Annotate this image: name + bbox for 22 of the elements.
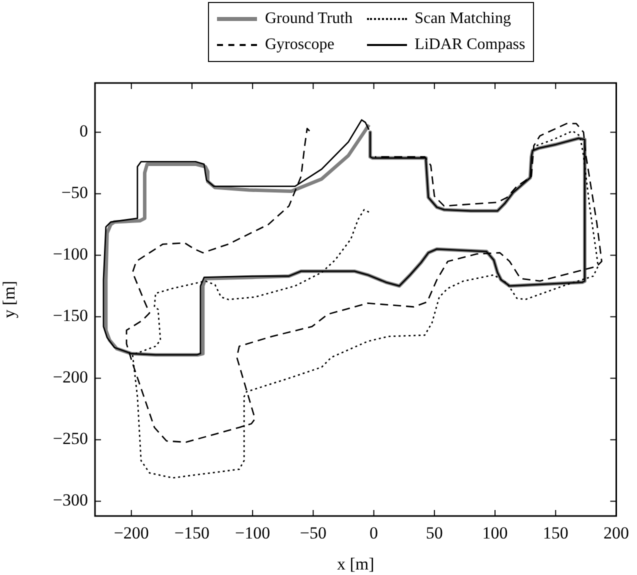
x-tick-label: −200	[114, 524, 149, 543]
y-tick-label: −300	[52, 490, 88, 510]
x-tick-label: 150	[542, 524, 568, 543]
legend-label: Gyroscope	[265, 36, 334, 54]
x-tick-label: −150	[174, 524, 210, 543]
y-tick-label: −250	[52, 429, 88, 448]
x-axis-title: x [m]	[336, 554, 374, 574]
y-tick-label: −200	[52, 368, 88, 387]
x-tick-label: 100	[482, 524, 508, 543]
x-tick-label: 200	[604, 524, 629, 543]
y-tick-label: −100	[52, 244, 88, 264]
legend-label: Ground Truth	[265, 10, 353, 28]
y-tick-label: 0	[80, 122, 88, 141]
y-tick-label: −50	[61, 183, 88, 202]
legend-label: LiDAR Compass	[414, 36, 526, 54]
legend-label: Scan Matching	[414, 10, 511, 28]
y-axis-title: y [m]	[0, 280, 19, 318]
x-tick-label: −50	[300, 524, 326, 543]
x-tick-label: −100	[235, 524, 270, 543]
x-tick-label: 0	[370, 524, 378, 543]
y-tick-label: −150	[52, 306, 88, 326]
x-tick-label: 50	[426, 524, 443, 543]
